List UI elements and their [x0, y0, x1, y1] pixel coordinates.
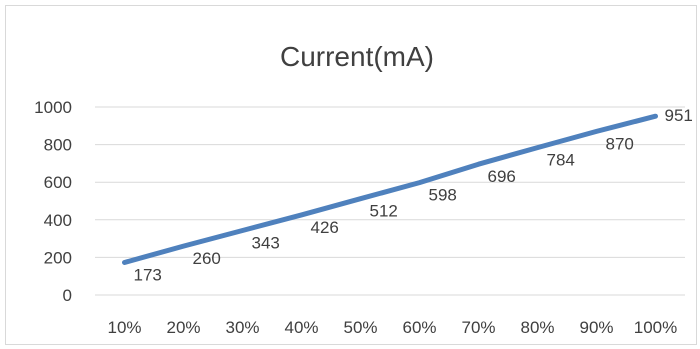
- x-tick-label: 80%: [520, 318, 554, 337]
- data-labels: 173 260 343 426 512 598 696 784 870 951: [134, 106, 693, 284]
- data-label: 870: [606, 134, 634, 153]
- series-line: [122, 113, 658, 265]
- data-label: 598: [429, 186, 457, 205]
- chart-area: [5, 5, 697, 345]
- chart-title: Current(mA): [280, 41, 434, 72]
- data-label: 343: [252, 234, 280, 253]
- data-label: 696: [488, 167, 516, 186]
- x-tick-label: 40%: [284, 318, 318, 337]
- x-tick-label: 20%: [166, 318, 200, 337]
- x-tick-label: 70%: [461, 318, 495, 337]
- x-tick-label: 30%: [225, 318, 259, 337]
- x-tick-label: 60%: [402, 318, 436, 337]
- x-tick-label: 100%: [634, 318, 677, 337]
- data-label: 512: [370, 202, 398, 221]
- x-axis-tick-labels: 10% 20% 30% 40% 50% 60% 70% 80% 90% 100%: [107, 318, 677, 337]
- y-tick-label: 200: [44, 248, 72, 267]
- y-tick-label: 600: [44, 173, 72, 192]
- y-axis-tick-labels: 0 200 400 600 800 1000: [34, 98, 72, 305]
- y-tick-label: 1000: [34, 98, 72, 117]
- data-label: 173: [134, 265, 162, 284]
- y-tick-label: 400: [44, 211, 72, 230]
- data-label: 784: [547, 151, 575, 170]
- gridlines: [95, 106, 685, 296]
- y-tick-label: 0: [63, 286, 72, 305]
- x-tick-label: 90%: [579, 318, 613, 337]
- data-label: 260: [193, 249, 221, 268]
- series-line-group: [122, 113, 658, 265]
- x-tick-label: 10%: [107, 318, 141, 337]
- y-tick-label: 800: [44, 136, 72, 155]
- data-label: 426: [311, 218, 339, 237]
- data-label: 951: [665, 106, 693, 125]
- x-tick-label: 50%: [343, 318, 377, 337]
